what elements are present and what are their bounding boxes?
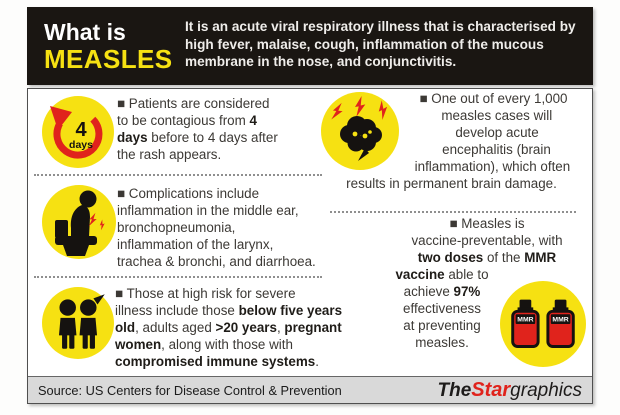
section-vaccine-text: ■ Measles is vaccine-preventable, with two… xyxy=(395,216,563,350)
section-encephalitis-text: ■ One out of every 1,000 measles cases wi… xyxy=(346,91,571,191)
header-description: It is an acute viral respiratory illness… xyxy=(185,19,576,70)
page-title: What is MEASLES xyxy=(27,7,185,85)
cycle-4-days-icon: 4 days xyxy=(42,96,114,168)
logo-graphics: graphics xyxy=(510,379,582,401)
toilet-illness-icon xyxy=(42,185,116,259)
content-panel: 4 days ■ Patients are considered to be co… xyxy=(27,88,593,404)
header: What is MEASLES It is an acute viral res… xyxy=(27,7,593,85)
vial-label: MMR xyxy=(552,317,568,324)
logo-star: Star xyxy=(471,378,511,401)
dotted-divider xyxy=(330,211,576,213)
section-encephalitis: ■ One out of every 1,000 measles cases wi… xyxy=(313,90,590,192)
logo-the: The xyxy=(437,379,472,401)
footer: Source: US Centers for Disease Control &… xyxy=(28,376,592,403)
dotted-divider xyxy=(34,174,322,176)
title-measles: MEASLES xyxy=(44,44,173,75)
section-high-risk: ■ Those at high risk for severe illness i… xyxy=(115,286,343,369)
section-complications: ■ Complications include inflammation in t… xyxy=(117,186,316,269)
children-icon xyxy=(42,287,114,359)
section-vaccine: MMR MMR ■ Measles is vaccine-preventable,… xyxy=(388,215,586,375)
brain-lightning-icon xyxy=(321,92,399,170)
icon-unit-label: days xyxy=(69,139,93,151)
mmr-vaccine-icon: MMR MMR xyxy=(500,281,586,367)
icon-number-label: 4 xyxy=(75,119,87,141)
title-what-is: What is xyxy=(44,19,126,45)
section-contagious: ■ Patients are considered to be contagiou… xyxy=(117,96,278,162)
source-text: Source: US Centers for Disease Control &… xyxy=(38,382,342,398)
star-graphics-logo: TheStargraphics xyxy=(437,379,582,402)
vial-label: MMR xyxy=(517,317,533,324)
dotted-divider xyxy=(34,276,322,278)
